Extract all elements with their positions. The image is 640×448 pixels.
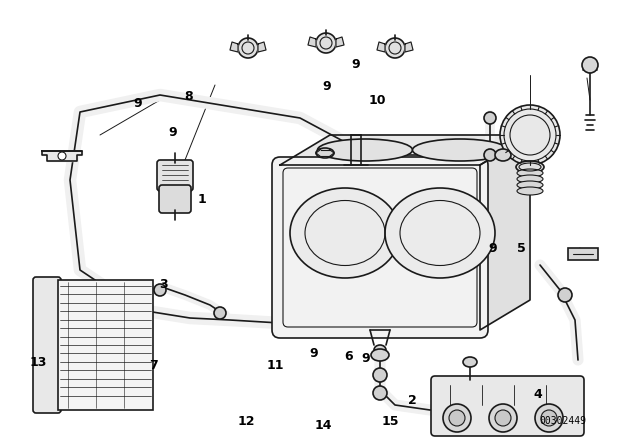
Text: 10: 10: [369, 94, 387, 108]
Ellipse shape: [517, 175, 543, 183]
Circle shape: [238, 38, 258, 58]
Polygon shape: [308, 37, 316, 47]
Text: 5: 5: [517, 242, 526, 255]
Ellipse shape: [516, 161, 544, 173]
Polygon shape: [42, 151, 82, 161]
Circle shape: [541, 410, 557, 426]
Ellipse shape: [290, 188, 400, 278]
Circle shape: [489, 404, 517, 432]
Text: 11: 11: [266, 358, 284, 372]
Text: 8: 8: [184, 90, 193, 103]
Circle shape: [484, 112, 496, 124]
Circle shape: [443, 404, 471, 432]
FancyBboxPatch shape: [431, 376, 584, 436]
Text: 12: 12: [237, 414, 255, 428]
Ellipse shape: [413, 139, 508, 161]
Text: 9: 9: [488, 242, 497, 255]
Circle shape: [495, 410, 511, 426]
Circle shape: [500, 105, 560, 165]
Text: 9: 9: [322, 79, 331, 93]
Ellipse shape: [517, 187, 543, 195]
Ellipse shape: [385, 188, 495, 278]
Circle shape: [582, 57, 598, 73]
FancyBboxPatch shape: [157, 160, 193, 191]
Ellipse shape: [317, 139, 413, 161]
Text: 3: 3: [159, 278, 168, 291]
Text: 9: 9: [362, 352, 371, 365]
Circle shape: [214, 307, 226, 319]
Polygon shape: [280, 135, 530, 165]
Circle shape: [558, 288, 572, 302]
Circle shape: [316, 33, 336, 53]
Ellipse shape: [316, 148, 334, 158]
Ellipse shape: [517, 169, 543, 177]
Ellipse shape: [463, 357, 477, 367]
Ellipse shape: [371, 349, 389, 361]
Polygon shape: [405, 42, 413, 52]
Text: 2: 2: [408, 394, 417, 408]
Circle shape: [484, 149, 496, 161]
FancyBboxPatch shape: [159, 185, 191, 213]
Circle shape: [449, 410, 465, 426]
Bar: [568, 248, 598, 260]
FancyBboxPatch shape: [272, 157, 488, 338]
Polygon shape: [480, 135, 530, 330]
Circle shape: [535, 404, 563, 432]
Polygon shape: [336, 37, 344, 47]
Text: 14: 14: [314, 419, 332, 432]
Ellipse shape: [495, 149, 511, 161]
Text: 9: 9: [133, 96, 142, 110]
Polygon shape: [377, 42, 385, 52]
Circle shape: [58, 152, 66, 160]
Text: 9: 9: [168, 125, 177, 139]
Circle shape: [385, 38, 405, 58]
Circle shape: [373, 368, 387, 382]
Ellipse shape: [517, 181, 543, 189]
Text: 15: 15: [381, 414, 399, 428]
Polygon shape: [230, 42, 238, 52]
Text: 7: 7: [149, 358, 158, 372]
Text: 13: 13: [29, 356, 47, 370]
Bar: [58, 280, 153, 410]
Text: 6: 6: [344, 349, 353, 363]
Circle shape: [373, 386, 387, 400]
Text: 00302449: 00302449: [540, 416, 587, 426]
Text: 1: 1: [197, 193, 206, 206]
Ellipse shape: [374, 345, 386, 355]
Text: 4: 4: [533, 388, 542, 401]
Text: 9: 9: [351, 58, 360, 72]
Polygon shape: [258, 42, 266, 52]
Circle shape: [154, 284, 166, 296]
FancyBboxPatch shape: [33, 277, 61, 413]
Text: 9: 9: [309, 347, 318, 361]
